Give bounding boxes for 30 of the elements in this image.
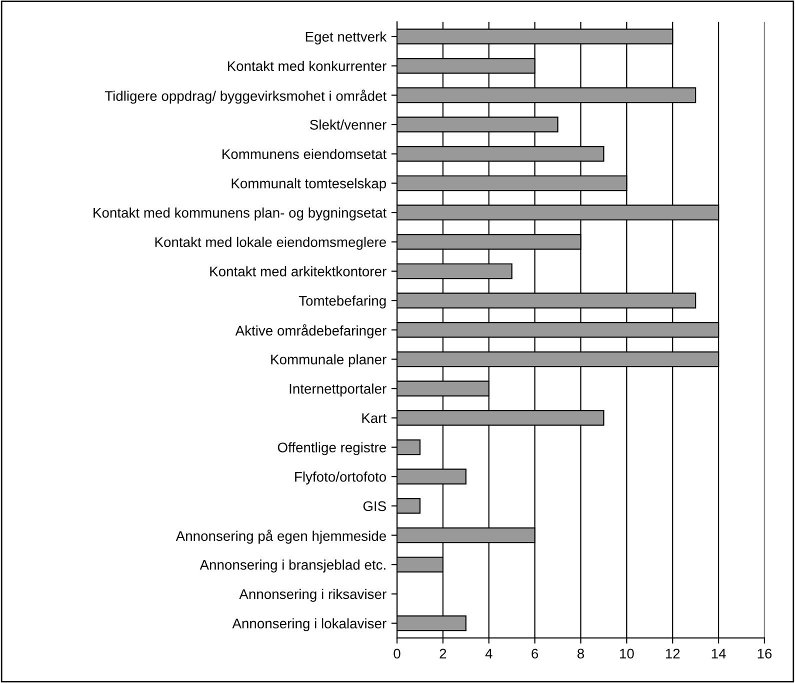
y-tick-label: Kommunens eiendomsetat [222, 148, 387, 160]
x-tick-label: 6 [532, 648, 538, 659]
x-tick-label: 2 [440, 648, 446, 658]
y-tick-label: Eget nettverk [306, 31, 387, 44]
x-tick-label: 12 [666, 648, 680, 658]
y-tick-label: Annonsering i riksaviser [239, 588, 386, 602]
y-tick-label: Kommunale planer [271, 354, 386, 368]
y-tick-label: Internettportaler [290, 384, 386, 396]
x-tick-label: 0 [394, 648, 400, 659]
x-tick-label: 10 [620, 648, 634, 659]
y-tick-label: Kontakt med arkitektkontorer [210, 266, 386, 276]
y-tick-label: Annonsering i lokalaviser [232, 618, 386, 632]
y-tick-label: Kontakt med kommunens plan- og bygningsetat [94, 208, 387, 220]
y-tick-label: Tidligere oppdrag/ byggevirksmohet i området [104, 90, 387, 104]
y-tick-label: Annonsering i bransjeblad etc. [200, 560, 386, 572]
y-tick-label: Kontakt med lokale eiendomsmeglere [155, 236, 386, 250]
y-tick-label: Kontakt med konkurrenter [228, 60, 386, 72]
y-tick-label: Slekt/venner [310, 120, 386, 130]
x-tick-label: 16 [758, 648, 772, 659]
y-tick-label: Flyfoto/ortofoto [295, 472, 386, 484]
x-tick-label: 8 [577, 648, 584, 659]
y-tick-label: Annonsering på egen hjemmeside [176, 530, 386, 544]
x-tick-label: 14 [712, 648, 726, 658]
y-tick-label: GIS [363, 501, 386, 512]
y-tick-label: Tomtebefaring [298, 296, 386, 308]
y-tick-label: Aktive områdebefaringer [235, 324, 386, 338]
y-tick-label: Kart [362, 413, 387, 424]
x-tick-label: 4 [485, 648, 492, 658]
y-tick-label: Offentlige registre [278, 442, 386, 456]
y-tick-label: Kommunalt tomteselskap [232, 178, 386, 192]
